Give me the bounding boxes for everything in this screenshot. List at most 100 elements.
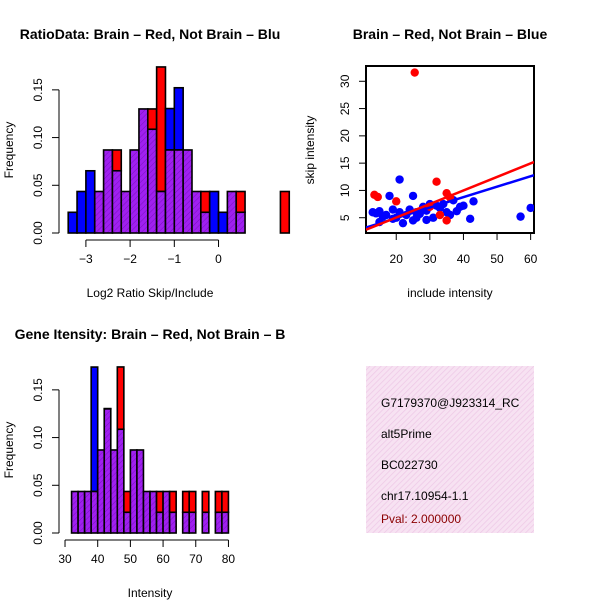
ratio-hist-axes: −3 −2 −1 0 0.00 0.05 0.10 0.15: [31, 78, 222, 266]
red-bar: [116, 366, 125, 431]
overlap-bar: [182, 149, 193, 234]
blue-point: [408, 191, 418, 201]
scatter-ylabel: skip intensity: [303, 116, 317, 185]
overlap-bar: [83, 490, 92, 534]
red-point: [373, 192, 382, 202]
red-bar: [214, 490, 223, 514]
overlap-bar: [173, 149, 184, 234]
overlap-bar: [155, 511, 164, 534]
skip-scatter-panel: Brain – Red, Not Brain – Blue 20 30 40 50 60…: [303, 26, 547, 300]
overlap-bar: [191, 190, 202, 234]
overlap-bar: [96, 449, 106, 534]
overlap-bar: [226, 190, 238, 234]
blue-point: [526, 203, 534, 213]
info-event-type: alt5Prime: [381, 427, 432, 441]
x-tick-label: 40: [457, 252, 471, 266]
x-tick-label: −2: [123, 252, 137, 266]
overlap-bar: [146, 128, 158, 234]
red-bar: [123, 490, 132, 514]
y-tick-label: 20: [338, 129, 352, 143]
overlap-bar: [168, 511, 177, 534]
blue-point: [516, 212, 525, 221]
overlap-bar: [90, 490, 99, 534]
intensity-hist-axes: 30 40 50 60 70 80 0.00 0.05 0.10 0.15: [31, 378, 235, 566]
x-tick-label: 50: [490, 252, 504, 266]
red-bar: [188, 490, 197, 514]
blue-point: [381, 210, 391, 220]
x-tick-label: 30: [423, 252, 437, 266]
red-point: [392, 197, 401, 206]
ratio-hist-bars: [67, 66, 291, 234]
blue-point: [398, 218, 408, 228]
x-tick-label: 0: [215, 252, 222, 266]
blue-point: [465, 214, 475, 224]
x-tick-label: 60: [524, 252, 538, 266]
overlap-bar: [201, 511, 210, 534]
scatter-plot-box: [365, 65, 535, 234]
overlap-bar: [70, 490, 79, 534]
x-tick-label: 60: [156, 552, 170, 566]
red-bar: [168, 490, 177, 514]
y-tick-label: 10: [338, 183, 352, 197]
y-tick-label: 0.15: [31, 378, 45, 402]
red-bar: [279, 190, 291, 234]
overlap-bar: [142, 490, 151, 534]
x-tick-label: 50: [124, 552, 138, 566]
red-bar: [201, 490, 210, 514]
blue-point: [469, 197, 478, 206]
overlap-bar: [109, 449, 119, 534]
y-tick-label: 0.10: [31, 126, 45, 150]
ratio-histogram-panel: RatioData: Brain – Red, Not Brain – Blu …: [2, 26, 291, 300]
overlap-bar: [200, 211, 211, 234]
overlap-bar: [77, 490, 86, 534]
scatter-points: [366, 68, 534, 231]
red-bar: [235, 190, 246, 214]
red-fit-line: [366, 160, 534, 231]
overlap-bar: [164, 149, 176, 234]
overlap-bar: [129, 449, 138, 534]
x-tick-label: −3: [79, 252, 93, 266]
x-tick-label: 80: [222, 552, 236, 566]
x-tick-label: −1: [167, 252, 181, 266]
x-tick-label: 30: [58, 552, 72, 566]
red-bar: [155, 490, 164, 514]
blue-point: [388, 205, 398, 214]
red-bar: [111, 149, 123, 172]
red-bar: [221, 490, 230, 514]
blue-bar: [208, 190, 220, 234]
y-tick-label: 0.00: [31, 221, 45, 245]
intensity-hist-xlabel: Intensity: [128, 586, 173, 600]
red-bar: [200, 190, 211, 214]
blue-point: [385, 191, 394, 201]
overlap-bar: [111, 169, 123, 234]
info-accession: BC022730: [381, 458, 438, 472]
overlap-bar: [188, 511, 197, 534]
red-bar: [181, 490, 191, 514]
blue-point: [412, 213, 421, 222]
blue-point: [395, 175, 404, 184]
x-tick-label: 40: [91, 552, 105, 566]
overlap-bar: [221, 511, 230, 534]
y-tick-label: 0.10: [31, 426, 45, 450]
red-point: [442, 216, 451, 225]
info-background: [366, 366, 534, 533]
intensity-hist-bars: [70, 366, 230, 534]
overlap-bar: [103, 408, 112, 534]
overlap-bar: [181, 511, 191, 534]
blue-bar: [173, 86, 184, 151]
blue-bar: [67, 211, 78, 234]
red-point: [410, 68, 419, 77]
overlap-bar: [162, 490, 171, 534]
intensity-hist-title: Gene Itensity: Brain – Red, Not Brain – …: [15, 326, 286, 342]
y-tick-label: 25: [338, 102, 352, 116]
blue-bar: [90, 366, 99, 493]
overlap-bar: [136, 449, 145, 534]
red-bar: [155, 66, 167, 193]
scatter-title: Brain – Red, Not Brain – Blue: [353, 26, 548, 42]
overlap-bar: [120, 190, 131, 234]
blue-bar: [85, 169, 96, 234]
scatter-axes: 20 30 40 50 60 5 10 15 20 25 30: [338, 74, 538, 266]
y-tick-label: 30: [338, 74, 352, 88]
blue-bar: [217, 211, 229, 234]
y-tick-label: 0.15: [31, 78, 45, 102]
